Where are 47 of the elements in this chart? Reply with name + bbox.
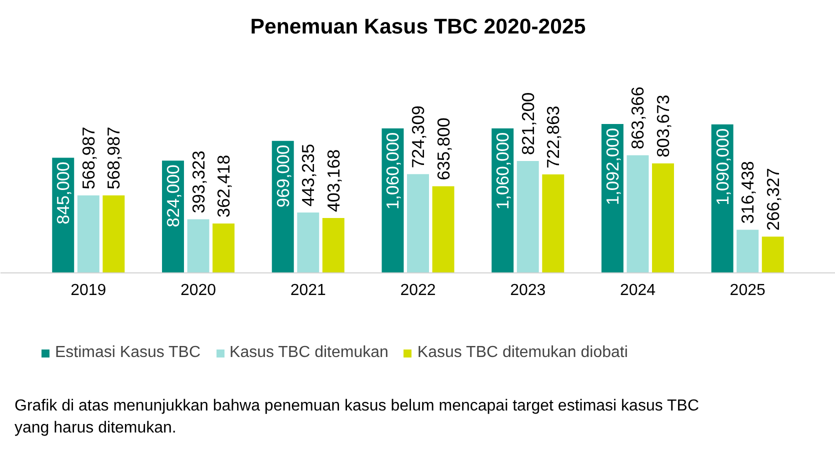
data-label: 724,309	[408, 106, 428, 168]
data-label: 824,000	[162, 164, 183, 228]
legend-label: Kasus TBC ditemukan	[230, 344, 388, 362]
bar	[626, 155, 649, 273]
data-label: 568,987	[104, 126, 124, 190]
bar	[407, 174, 429, 273]
bar	[652, 163, 674, 273]
x-tick-label: 2023	[510, 282, 546, 299]
data-label: 821,200	[518, 92, 538, 155]
bar	[77, 195, 100, 273]
data-label: 635,800	[433, 118, 454, 180]
data-label: 316,438	[738, 161, 758, 224]
data-label: 443,235	[298, 144, 318, 206]
x-tick-label: 2024	[620, 282, 656, 299]
data-label: 1,090,000	[712, 128, 732, 206]
data-label: 1,092,000	[602, 128, 622, 206]
data-label: 266,327	[762, 168, 783, 231]
data-label: 568,987	[78, 126, 98, 190]
text: Grafik di atas menunjukkan bahwa penemuan kasus belum mencapai target estimasi kasus TBC yang harus ditemukan.	[14, 398, 699, 436]
bar	[762, 236, 784, 273]
data-label: 362,418	[214, 154, 234, 218]
x-tick-label: 2020	[180, 282, 216, 299]
data-label: 863,366	[628, 86, 648, 150]
data-label: 845,000	[53, 162, 74, 224]
data-label: 722,863	[543, 106, 564, 168]
chart-title: Penemuan Kasus TBC 2020-2025	[250, 14, 586, 38]
bar	[187, 219, 210, 273]
bar	[432, 186, 454, 273]
bar	[736, 230, 759, 273]
legend-label: Kasus TBC ditemukan diobati	[417, 344, 628, 362]
legend-label: Estimasi Kasus TBC	[55, 344, 201, 362]
data-label: 1,060,000	[382, 132, 403, 210]
bar	[322, 218, 344, 273]
x-tick-label: 2021	[290, 282, 326, 299]
x-tick-label: 2022	[400, 282, 436, 299]
x-tick-label: 2025	[730, 282, 766, 299]
bar	[542, 174, 564, 273]
data-label: 393,323	[188, 150, 208, 214]
data-label: 1,060,000	[492, 132, 513, 210]
data-label: 803,673	[653, 94, 674, 158]
bar	[102, 195, 125, 273]
bar	[297, 212, 320, 273]
bar	[516, 160, 539, 273]
data-label: 403,168	[323, 149, 344, 212]
x-tick-label: 2019	[70, 282, 106, 299]
data-label: 969,000	[272, 144, 293, 208]
bar	[212, 224, 235, 273]
